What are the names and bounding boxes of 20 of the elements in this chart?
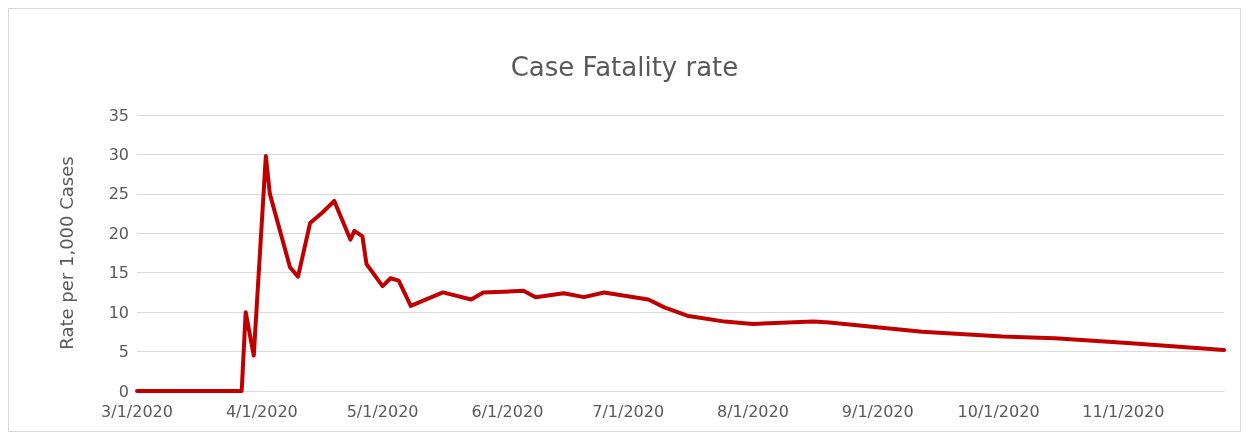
x-tick-label: 5/1/2020 bbox=[346, 401, 419, 421]
y-tick-label: 20 bbox=[108, 223, 129, 243]
x-tick-label: 6/1/2020 bbox=[471, 401, 544, 421]
x-tick-label: 10/1/2020 bbox=[957, 401, 1040, 421]
y-axis-title: Rate per 1,000 Cases bbox=[55, 156, 77, 350]
y-tick-label: 30 bbox=[108, 144, 129, 164]
y-tick-label: 0 bbox=[118, 381, 129, 401]
x-tick-label: 8/1/2020 bbox=[717, 401, 789, 421]
x-tick-label: 4/1/2020 bbox=[225, 401, 298, 421]
y-tick-label: 10 bbox=[108, 302, 129, 322]
y-tick-label: 5 bbox=[118, 342, 129, 362]
y-tick-label: 25 bbox=[108, 184, 129, 204]
line-series bbox=[135, 154, 1226, 393]
y-tick-label: 35 bbox=[108, 105, 129, 125]
x-tick-label: 11/1/2020 bbox=[1082, 401, 1165, 421]
chart-title: Case Fatality rate bbox=[510, 52, 739, 82]
y-tick-label: 15 bbox=[108, 263, 129, 283]
x-tick-label: 9/1/2020 bbox=[841, 401, 914, 421]
x-tick-label: 3/1/2020 bbox=[101, 401, 173, 421]
x-tick-label: 7/1/2020 bbox=[592, 401, 665, 421]
